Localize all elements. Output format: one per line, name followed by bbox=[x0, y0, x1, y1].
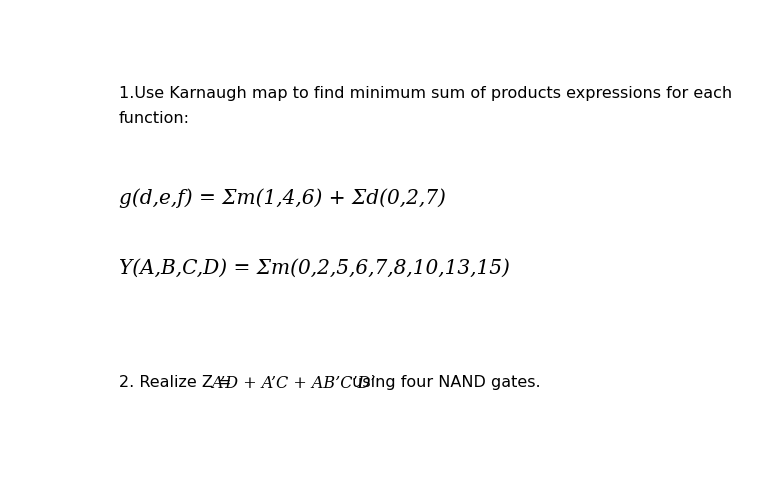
Text: Y(A,B,C,D) = Σm(0,2,5,6,7,8,10,13,15): Y(A,B,C,D) = Σm(0,2,5,6,7,8,10,13,15) bbox=[119, 259, 509, 277]
Text: using four NAND gates.: using four NAND gates. bbox=[347, 375, 540, 390]
Text: 2. Realize Z =: 2. Realize Z = bbox=[119, 375, 236, 390]
Text: function:: function: bbox=[119, 111, 189, 126]
Text: g(d,e,f) = Σm(1,4,6) + Σd(0,2,7): g(d,e,f) = Σm(1,4,6) + Σd(0,2,7) bbox=[119, 188, 445, 208]
Text: A’D + A’C + AB’C’D’: A’D + A’C + AB’C’D’ bbox=[211, 375, 376, 392]
Text: 1.Use Karnaugh map to find minimum sum of products expressions for each: 1.Use Karnaugh map to find minimum sum o… bbox=[119, 86, 732, 101]
